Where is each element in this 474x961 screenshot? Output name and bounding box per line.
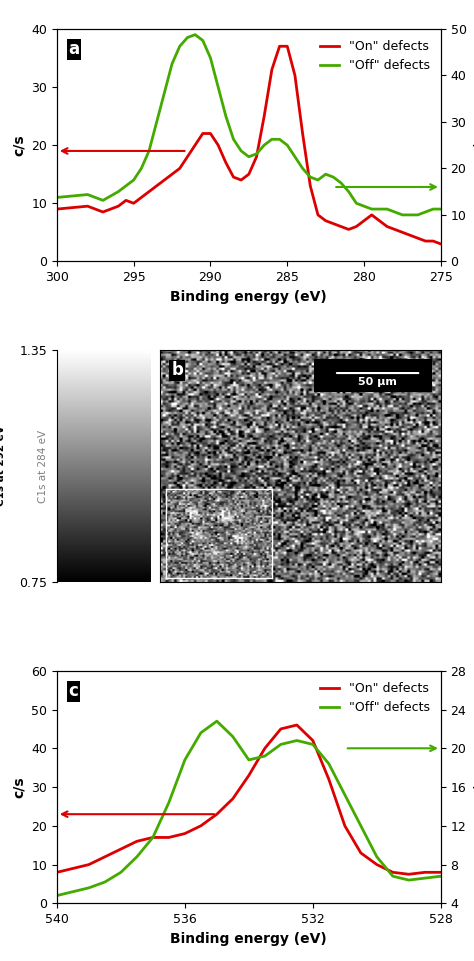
Y-axis label: c/s: c/s (472, 776, 474, 798)
Text: a: a (68, 40, 80, 59)
Text: b: b (171, 361, 183, 380)
Text: C1s at 292 eV: C1s at 292 eV (0, 426, 6, 506)
Y-axis label: c/s: c/s (11, 776, 26, 798)
Y-axis label: c/s: c/s (472, 135, 474, 156)
X-axis label: Binding energy (eV): Binding energy (eV) (171, 289, 327, 304)
Legend: "On" defects, "Off" defects: "On" defects, "Off" defects (315, 677, 435, 719)
Text: 50 μm: 50 μm (358, 378, 397, 387)
Y-axis label: c/s: c/s (12, 135, 26, 156)
Text: C1s at 284 eV: C1s at 284 eV (38, 430, 48, 503)
X-axis label: Binding energy (eV): Binding energy (eV) (171, 931, 327, 946)
Text: c: c (68, 682, 78, 701)
Legend: "On" defects, "Off" defects: "On" defects, "Off" defects (315, 36, 435, 77)
FancyBboxPatch shape (314, 359, 432, 392)
